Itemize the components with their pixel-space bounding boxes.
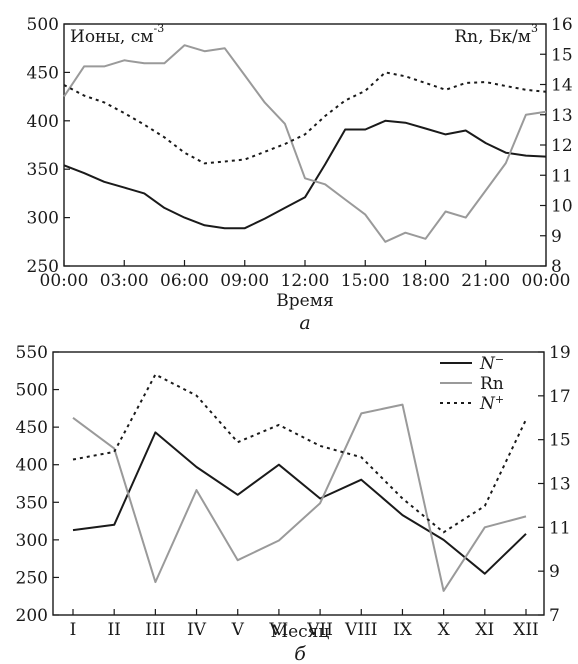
y-left-tick-label-a: 300 [27,209,59,229]
y-right-tick-label-a: 10 [551,197,573,217]
y-right-tick-label-a: 14 [551,76,573,96]
x-tick-label-a: 09:00 [220,271,269,291]
y-left-tick-label-b: 500 [16,381,48,401]
y-left-tick-label-b: 300 [16,531,48,551]
x-tick-label-b: X [438,620,451,640]
legend-entry-n_minus: N− [479,353,504,374]
y-right-label-a-sup: 3 [531,22,538,35]
y-right-tick-label-a: 13 [551,106,573,126]
x-axis-label-b: Месяц [271,622,330,642]
series-line-a-rn [63,44,547,243]
y-left-tick-label-b: 200 [16,606,48,626]
y-left-tick-label-b: 550 [16,343,48,363]
series-line-a-n_minus [63,119,547,230]
y-right-tick-label-a: 15 [551,45,573,65]
x-tick-label-a: 06:00 [160,271,209,291]
legend-entry-n_plus: N+ [479,393,504,414]
y-left-tick-label-b: 400 [16,456,48,476]
plot-frame-b [52,351,545,616]
y-right-tick-label-b: 7 [549,606,560,626]
series-line-b-n_minus [72,431,527,575]
y-left-label-a-text: Ионы, см [70,27,153,47]
y-left-label-a-sup: -3 [153,22,164,35]
y-right-tick-label-b: 13 [549,475,571,495]
legend-label-rn: Rn [480,374,504,394]
y-right-tick-label-a: 8 [551,257,562,277]
y-left-tick-label-a: 500 [27,15,59,35]
legend-sup-n_minus: − [495,353,504,366]
y-right-tick-label-a: 9 [551,227,562,247]
y-right-tick-label-a: 11 [551,166,573,186]
y-left-label-a: Ионы, см-3 [70,22,164,47]
x-tick-label-b: IV [187,620,207,640]
x-tick-label-a: 00:00 [522,271,571,291]
x-tick-label-a: 21:00 [461,271,510,291]
chart-panel-a: 250 300 350 400 450 500 8 9 10 11 12 13 14 15 16 00:00 0… [27,15,573,334]
y-right-tick-label-b: 11 [549,518,571,538]
x-tick-label-b: I [70,620,77,640]
series-group-a [63,44,547,243]
series-line-a-n_plus [63,71,547,165]
legend-sup-n_plus: + [495,393,504,406]
y-right-tick-label-b: 19 [549,343,571,363]
legend-b: N−RnN+ [440,353,504,414]
panel-letter-b: б [294,643,306,664]
x-tick-label-a: 15:00 [341,271,390,291]
tick-group-a: 250 300 350 400 450 500 8 9 10 11 12 13 14 15 16 00:00 0… [27,15,573,291]
y-right-tick-label-a: 12 [551,136,573,156]
x-tick-label-b: II [107,620,120,640]
y-right-tick-label-b: 15 [549,431,571,451]
legend-entry-rn: Rn [480,374,504,394]
y-left-tick-label-a: 400 [27,112,59,132]
plot-frame-a [63,23,547,267]
x-tick-label-b: XI [475,620,494,640]
series-line-b-n_plus [72,373,527,534]
y-right-tick-label-b: 17 [549,387,571,407]
series-group-b [72,373,527,592]
y-left-tick-label-a: 350 [27,160,59,180]
y-right-label-a-text: Rn, Бк/м [454,27,531,47]
y-left-tick-label-b: 350 [16,493,48,513]
y-left-tick-label-a: 450 [27,63,59,83]
x-tick-label-a: 00:00 [40,271,89,291]
legend-label-n_plus: N [479,394,496,414]
y-right-label-a: Rn, Бк/м3 [454,22,538,47]
x-tick-label-b: IX [393,620,413,640]
x-tick-label-a: 12:00 [281,271,330,291]
panel-letter-a: а [299,312,310,334]
x-tick-label-b: XII [513,620,539,640]
y-left-tick-label-b: 250 [16,568,48,588]
y-left-tick-label-a: 250 [27,257,59,277]
y-right-tick-label-a: 16 [551,15,573,35]
x-axis-label-a: Время [276,291,333,311]
y-right-tick-label-b: 9 [549,562,560,582]
x-tick-label-b: V [231,620,245,640]
x-tick-label-b: VI [268,620,288,640]
y-left-tick-label-b: 450 [16,418,48,438]
x-tick-label-a: 18:00 [401,271,450,291]
x-tick-label-b: VII [306,620,333,640]
x-tick-label-b: VIII [344,620,377,640]
series-line-b-rn [72,403,527,592]
legend-label-n_minus: N [479,354,496,374]
x-tick-label-b: III [145,620,165,640]
x-tick-label-a: 03:00 [100,271,149,291]
